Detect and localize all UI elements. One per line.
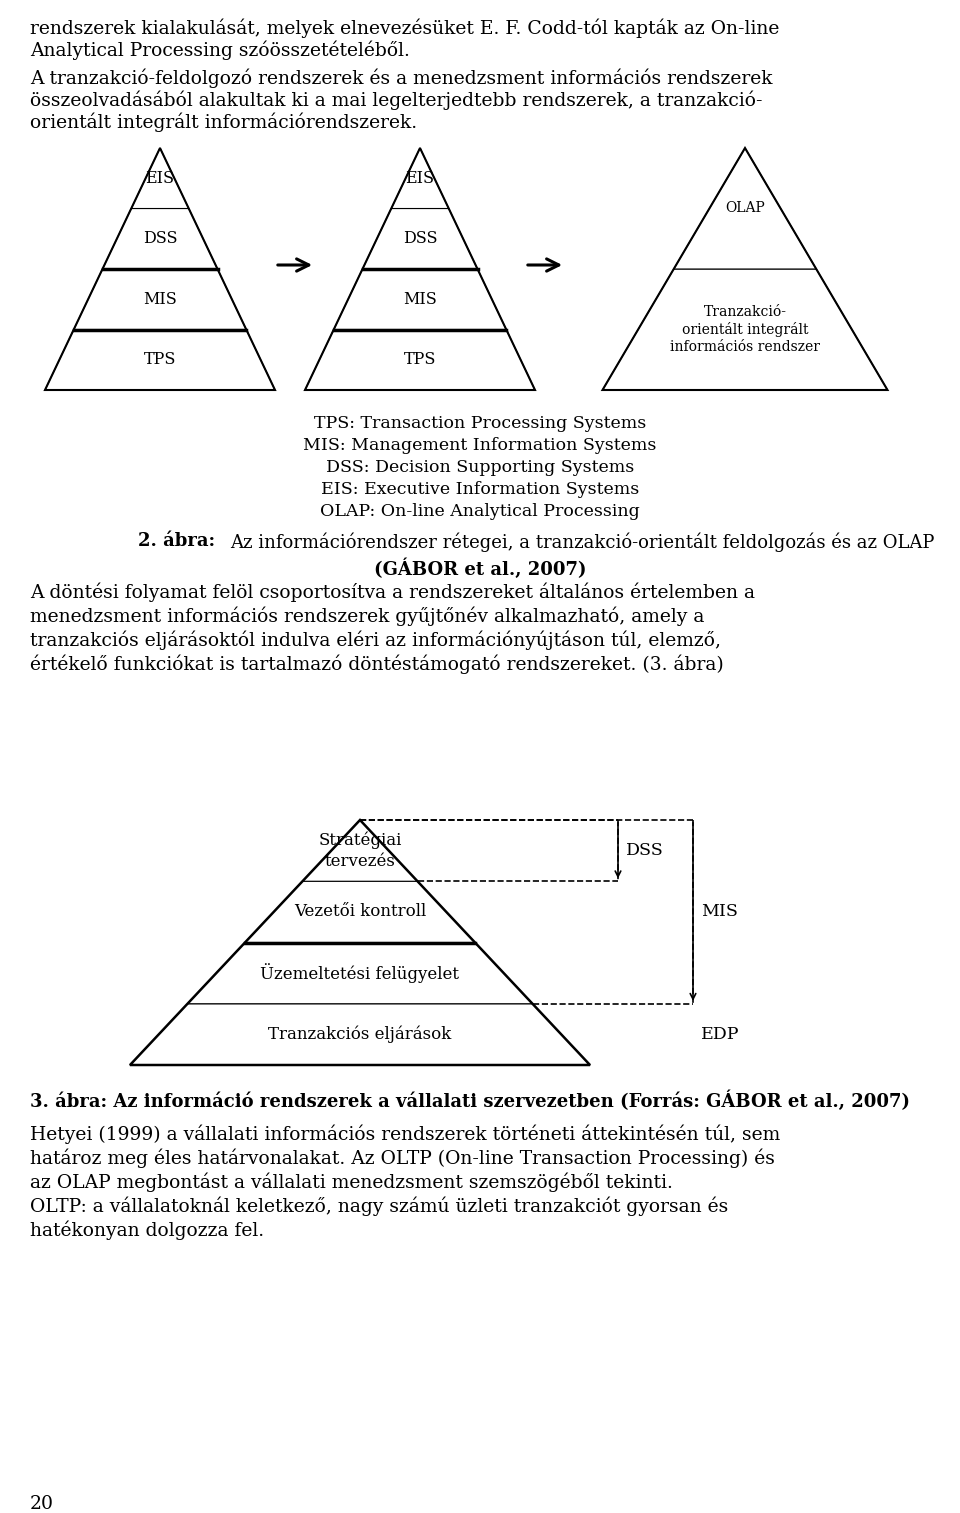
Text: MIS: MIS [701, 903, 738, 920]
Polygon shape [334, 269, 506, 330]
Text: MIS: Management Information Systems: MIS: Management Information Systems [303, 437, 657, 454]
Text: hatékonyan dolgozza fel.: hatékonyan dolgozza fel. [30, 1221, 264, 1241]
Text: EDP: EDP [701, 1026, 739, 1042]
Text: értékelő funkciókat is tartalmazó döntéstámogató rendszereket. (3. ábra): értékelő funkciókat is tartalmazó döntés… [30, 654, 724, 673]
Text: orientált integrált információrendszerek.: orientált integrált információrendszerek… [30, 112, 418, 132]
Text: Hetyei (1999) a vállalati információs rendszerek történeti áttekintésén túl, sem: Hetyei (1999) a vállalati információs re… [30, 1126, 780, 1144]
Text: Tranzakció-
orientált integrált
információs rendszer: Tranzakció- orientált integrált informác… [670, 304, 820, 354]
Text: Üzemeltetési felügyelet: Üzemeltetési felügyelet [260, 964, 460, 983]
Text: EIS: EIS [146, 169, 175, 186]
Text: A döntési folyamat felöl csoportosítva a rendszereket általános értelemben a: A döntési folyamat felöl csoportosítva a… [30, 583, 755, 602]
Text: tranzakciós eljárásoktól indulva eléri az információnyújtáson túl, elemző,: tranzakciós eljárásoktól indulva eléri a… [30, 629, 721, 649]
Text: TPS: TPS [144, 351, 177, 368]
Text: Vezetői kontroll: Vezetői kontroll [294, 903, 426, 920]
Polygon shape [45, 330, 275, 390]
Text: EIS: Executive Information Systems: EIS: Executive Information Systems [321, 481, 639, 498]
Text: (GÁBOR et al., 2007): (GÁBOR et al., 2007) [373, 558, 587, 578]
Polygon shape [245, 881, 475, 943]
Text: DSS: DSS [403, 230, 437, 247]
Polygon shape [302, 820, 418, 881]
Polygon shape [74, 269, 247, 330]
Text: összeolvadásából alakultak ki a mai legelterjedtebb rendszerek, a tranzakció-: összeolvadásából alakultak ki a mai lege… [30, 89, 762, 109]
Polygon shape [130, 1003, 590, 1065]
Text: 20: 20 [30, 1495, 54, 1513]
Text: 2. ábra:: 2. ábra: [138, 533, 215, 551]
Text: rendszerek kialakulását, melyek elnevezésüket E. F. Codd-tól kapták az On-line: rendszerek kialakulását, melyek elnevezé… [30, 18, 780, 38]
Text: az OLAP megbontást a vállalati menedzsment szemszögéből tekinti.: az OLAP megbontást a vállalati menedzsme… [30, 1173, 673, 1192]
Text: EIS: EIS [405, 169, 435, 186]
Polygon shape [132, 148, 189, 209]
Text: Tranzakciós eljárások: Tranzakciós eljárások [269, 1026, 451, 1042]
Text: DSS: Decision Supporting Systems: DSS: Decision Supporting Systems [325, 458, 635, 477]
Text: MIS: MIS [403, 290, 437, 307]
Text: 3. ábra: Az információ rendszerek a vállalati szervezetben (Forrás: GÁBOR et al.: 3. ábra: Az információ rendszerek a váll… [30, 1089, 910, 1111]
Polygon shape [103, 209, 218, 269]
Polygon shape [674, 148, 816, 269]
Text: A tranzakció-feldolgozó rendszerek és a menedzsment információs rendszerek: A tranzakció-feldolgozó rendszerek és a … [30, 68, 773, 88]
Text: Az információrendszer rétegei, a tranzakció-orientált feldolgozás és az OLAP: Az információrendszer rétegei, a tranzak… [230, 533, 934, 552]
Text: DSS: DSS [143, 230, 178, 247]
Text: menedzsment információs rendszerek gyűjtőnév alkalmazható, amely a: menedzsment információs rendszerek gyűjt… [30, 607, 705, 625]
Polygon shape [603, 269, 887, 390]
Text: OLTP: a vállalatoknál keletkező, nagy számú üzleti tranzakciót gyorsan és: OLTP: a vállalatoknál keletkező, nagy sz… [30, 1197, 729, 1216]
Text: OLAP: OLAP [725, 201, 765, 215]
Text: OLAP: On-line Analytical Processing: OLAP: On-line Analytical Processing [320, 502, 640, 520]
Text: TPS: Transaction Processing Systems: TPS: Transaction Processing Systems [314, 415, 646, 433]
Text: MIS: MIS [143, 290, 177, 307]
Text: Stratégiai
tervezés: Stratégiai tervezés [319, 832, 401, 870]
Polygon shape [363, 209, 477, 269]
Polygon shape [392, 148, 448, 209]
Text: DSS: DSS [626, 843, 663, 859]
Text: Analytical Processing szóösszetételéből.: Analytical Processing szóösszetételéből. [30, 39, 410, 59]
Polygon shape [187, 943, 533, 1003]
Text: TPS: TPS [404, 351, 436, 368]
Text: határoz meg éles határvonalakat. Az OLTP (On-line Transaction Processing) és: határoz meg éles határvonalakat. Az OLTP… [30, 1148, 775, 1168]
Polygon shape [305, 330, 535, 390]
